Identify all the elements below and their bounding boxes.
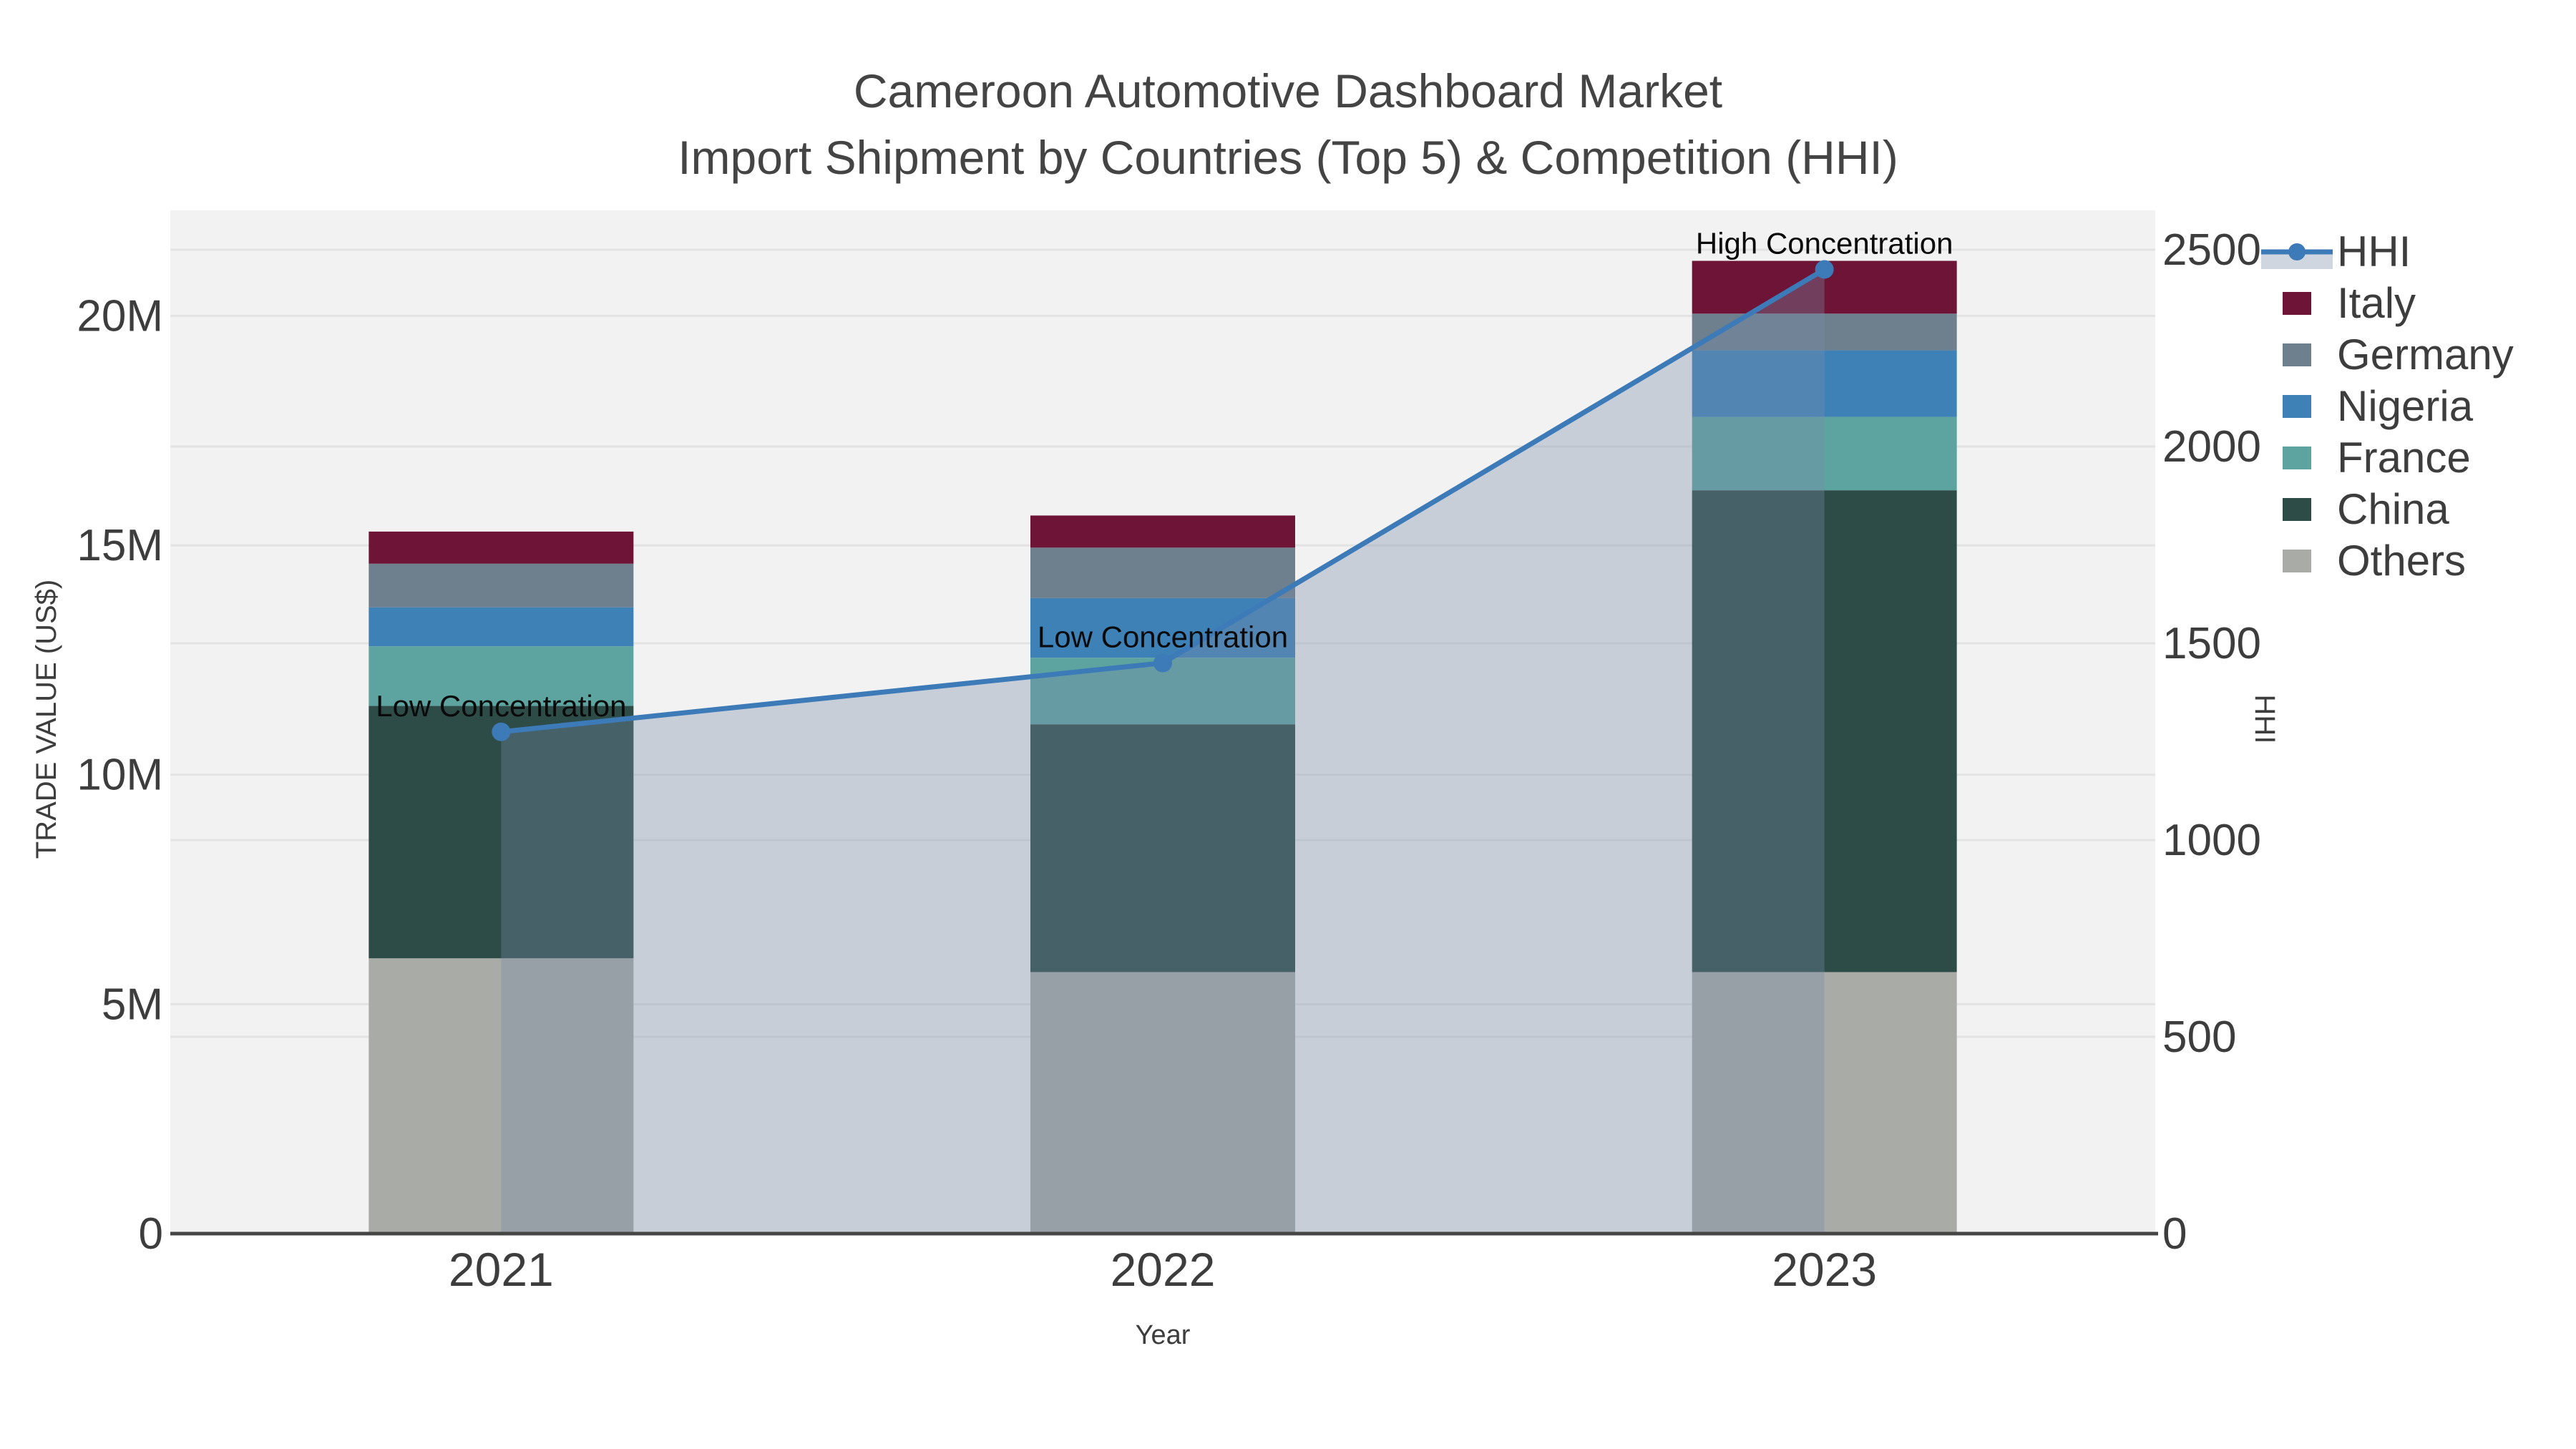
bar-segment-2021-italy	[369, 531, 634, 564]
bar-segment-2022-china	[1030, 724, 1295, 972]
legend-swatch-germany	[2283, 343, 2311, 366]
hhi-marker-2022	[1153, 653, 1172, 673]
y-axis-tick-right-2500: 2500	[2162, 225, 2261, 275]
y-axis-tick-left-5M: 5M	[102, 980, 163, 1029]
y-axis-tick-right-1500: 1500	[2162, 619, 2261, 668]
bar-segment-2023-china	[1692, 490, 1957, 972]
legend-swatch-france	[2283, 447, 2311, 469]
bar-segment-2023-france	[1692, 416, 1957, 491]
x-axis-tick-2023: 2023	[1772, 1243, 1877, 1296]
legend-swatch-nigeria	[2283, 395, 2311, 418]
legend-label-germany: Germany	[2337, 331, 2514, 379]
annotation-2022: Low Concentration	[1038, 620, 1288, 654]
bar-segment-2021-others	[369, 958, 634, 1234]
y-axis-tick-right-1000: 1000	[2162, 816, 2261, 865]
chart-subtitle: Import Shipment by Countries (Top 5) & C…	[678, 131, 1898, 184]
y-axis-tick-left-0: 0	[139, 1209, 163, 1259]
y-axis-tick-right-0: 0	[2162, 1209, 2187, 1259]
legend-label-italy: Italy	[2337, 279, 2416, 327]
x-axis-tick-2021: 2021	[449, 1243, 554, 1296]
bar-segment-2023-nigeria	[1692, 350, 1957, 417]
legend-label-china: China	[2337, 485, 2449, 533]
hhi-area-fill	[501, 269, 1825, 1234]
legend-swatch-italy	[2283, 292, 2311, 315]
bar-segment-2021-france	[369, 646, 634, 706]
y-axis-tick-left-15M: 15M	[77, 521, 163, 570]
legend-swatch-hhi-marker	[2288, 243, 2306, 260]
x-axis-title: Year	[1136, 1320, 1191, 1350]
y-axis-tick-left-10M: 10M	[77, 751, 163, 800]
x-axis-tick-2022: 2022	[1111, 1243, 1216, 1296]
bar-segment-2021-nigeria	[369, 607, 634, 647]
bar-segment-2022-others	[1030, 972, 1295, 1234]
annotation-2023: High Concentration	[1696, 227, 1953, 260]
hhi-marker-2021	[492, 722, 511, 741]
bar-segment-2022-italy	[1030, 515, 1295, 548]
bar-segment-2022-germany	[1030, 547, 1295, 598]
y-axis-title-left: TRADE VALUE (US$)	[31, 580, 62, 859]
y-axis-tick-left-20M: 20M	[77, 291, 163, 341]
legend-swatch-others	[2283, 550, 2311, 572]
bar-segment-2021-germany	[369, 563, 634, 608]
legend-label-france: France	[2337, 434, 2471, 482]
legend-label-hhi: HHI	[2337, 228, 2411, 275]
bar-segment-2023-others	[1692, 972, 1957, 1234]
y-axis-tick-right-500: 500	[2162, 1013, 2236, 1062]
bar-segment-2021-china	[369, 706, 634, 959]
legend-swatch-china	[2283, 498, 2311, 521]
y-axis-title-right: HHI	[2249, 695, 2280, 744]
y-axis-tick-right-2000: 2000	[2162, 422, 2261, 472]
legend-label-nigeria: Nigeria	[2337, 382, 2474, 430]
legend-label-others: Others	[2337, 537, 2466, 585]
chart-title: Cameroon Automotive Dashboard Market	[854, 64, 1722, 117]
annotation-2021: Low Concentration	[376, 689, 626, 723]
hhi-marker-2023	[1815, 260, 1834, 279]
